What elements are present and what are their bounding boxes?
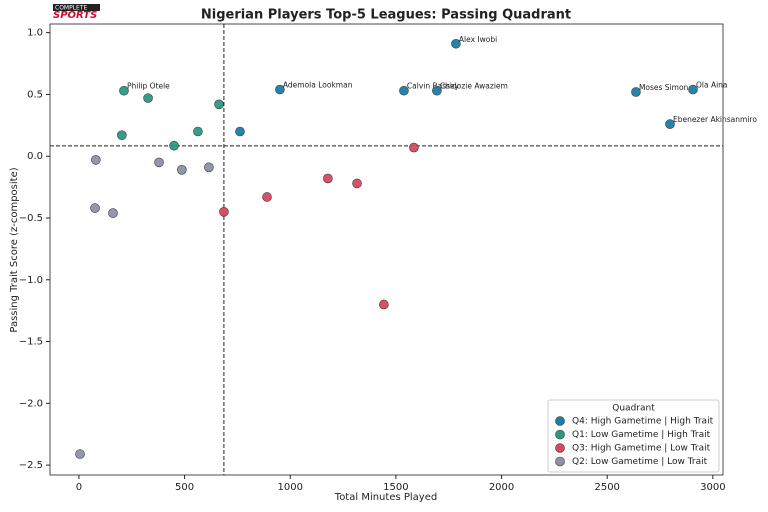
x-tick-label: 1000 bbox=[278, 482, 303, 493]
point bbox=[214, 99, 224, 110]
y-tick-label: −2.5 bbox=[19, 460, 43, 471]
point bbox=[688, 84, 698, 95]
legend-label: Q3: High Gametime | Low Trait bbox=[572, 444, 711, 454]
y-tick-label: 1.0 bbox=[27, 28, 43, 39]
point bbox=[119, 85, 129, 96]
logo-top: COMPLETE bbox=[55, 5, 88, 12]
point-label: Alex Iwobi bbox=[459, 35, 497, 44]
point bbox=[143, 93, 153, 103]
point bbox=[169, 140, 179, 151]
point bbox=[219, 207, 229, 217]
point-label: Ola Aina bbox=[696, 80, 728, 89]
point-label: Ebenezer Akinsanmiro bbox=[673, 115, 757, 124]
chart-title: Nigerian Players Top-5 Leagues: Passing … bbox=[201, 8, 571, 23]
point bbox=[177, 165, 187, 175]
y-tick-label: −2.0 bbox=[19, 398, 43, 409]
point bbox=[117, 130, 127, 141]
point bbox=[91, 155, 101, 165]
point-label: Philip Otele bbox=[127, 82, 170, 91]
point bbox=[275, 84, 285, 95]
point bbox=[631, 87, 641, 97]
point bbox=[409, 142, 419, 153]
point bbox=[323, 173, 333, 184]
point bbox=[352, 178, 362, 189]
x-tick-label: 2000 bbox=[489, 482, 514, 493]
point bbox=[451, 38, 461, 49]
point-label: Chidozie Awaziem bbox=[440, 82, 508, 91]
point bbox=[432, 85, 442, 96]
point bbox=[665, 119, 675, 129]
x-tick-label: 1500 bbox=[383, 482, 408, 493]
y-tick-label: 0.0 bbox=[27, 151, 43, 162]
legend-label: Q1: Low Gametime | High Trait bbox=[572, 430, 711, 440]
y-tick-label: −1.0 bbox=[19, 275, 43, 286]
point bbox=[204, 162, 214, 173]
plot-frame bbox=[49, 23, 724, 476]
legend-box bbox=[547, 399, 720, 473]
y-axis-label: Passing Trait Score (z-composite) bbox=[9, 167, 20, 332]
legend-marker bbox=[555, 456, 565, 467]
x-tick-label: 0 bbox=[76, 482, 82, 493]
legend-label: Q4: High Gametime | High Trait bbox=[572, 417, 714, 427]
point bbox=[90, 203, 100, 213]
point-label: Ademola Lookman bbox=[283, 80, 353, 89]
point bbox=[108, 208, 118, 218]
y-tick-label: −1.5 bbox=[19, 337, 43, 348]
point bbox=[75, 449, 85, 459]
point bbox=[235, 126, 245, 137]
legend-marker bbox=[555, 443, 565, 453]
point-label: Moses Simon bbox=[639, 83, 689, 92]
point bbox=[399, 85, 409, 96]
legend-marker bbox=[555, 416, 565, 426]
x-tick-label: 500 bbox=[175, 482, 194, 493]
x-tick-label: 3000 bbox=[700, 482, 725, 493]
point-label: Calvin Bassey bbox=[407, 82, 460, 91]
point bbox=[262, 192, 272, 202]
logo: SPORTS bbox=[53, 10, 97, 21]
legend-marker bbox=[555, 429, 565, 440]
point bbox=[154, 157, 164, 168]
y-tick-label: −0.5 bbox=[19, 213, 43, 224]
point bbox=[379, 299, 389, 310]
legend-title: Quadrant bbox=[612, 404, 655, 414]
x-axis-label: Total Minutes Played bbox=[334, 492, 437, 503]
legend-label: Q2: Low Gametime | Low Trait bbox=[572, 457, 708, 467]
point bbox=[193, 126, 203, 137]
y-tick-label: 0.5 bbox=[27, 89, 43, 100]
logo-band bbox=[53, 4, 100, 11]
x-tick-label: 2500 bbox=[594, 482, 619, 493]
